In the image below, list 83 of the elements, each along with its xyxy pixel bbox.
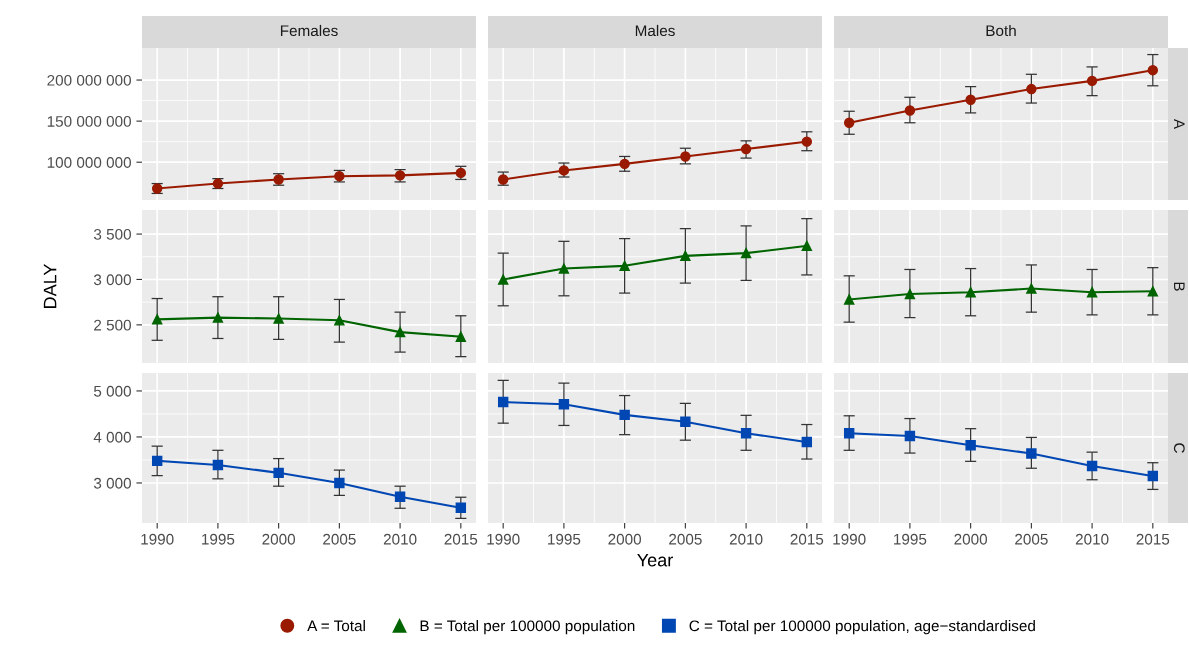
point <box>904 288 916 300</box>
x-tick-label: 2010 <box>729 533 763 545</box>
point <box>680 151 691 162</box>
text: C <box>1173 443 1185 453</box>
point <box>843 117 855 128</box>
point <box>619 409 630 421</box>
x-tick-label: 2015 <box>1136 533 1170 545</box>
point <box>1026 83 1037 95</box>
x-tick-label: 2005 <box>1015 533 1048 545</box>
point <box>558 263 570 274</box>
point <box>212 459 224 471</box>
x-tick-label: 2015 <box>444 533 478 545</box>
point <box>1086 460 1098 472</box>
text: B <box>1174 282 1185 291</box>
point <box>497 396 509 408</box>
chart-title: Females <box>280 24 338 37</box>
point <box>740 428 752 439</box>
x-tick-label: 2005 <box>323 533 356 545</box>
point <box>801 136 813 147</box>
y-tick-label: 100 000 000 <box>47 157 131 168</box>
point <box>1147 286 1159 297</box>
point <box>1026 283 1037 294</box>
legend-label: C = Total per 100000 population, age−standardised <box>689 620 1035 635</box>
point <box>394 326 406 338</box>
point <box>965 440 976 451</box>
x-tick-label: 2010 <box>1075 533 1109 545</box>
x-tick-label: 1995 <box>202 533 235 545</box>
legend-label: A = Total <box>307 620 365 632</box>
y-tick-label: 4 000 <box>93 431 131 443</box>
point <box>497 274 509 285</box>
point <box>1147 64 1159 76</box>
y-tick-label: 2 500 <box>94 319 131 331</box>
x-tick-label: 2000 <box>608 533 642 545</box>
point <box>273 313 284 324</box>
point <box>843 294 855 305</box>
point <box>151 314 163 325</box>
x-tick-label: 2010 <box>383 533 417 545</box>
x-tick-label: 2000 <box>954 533 988 545</box>
point <box>740 143 752 155</box>
y-tick-label: 3 500 <box>93 228 131 240</box>
point <box>455 502 467 514</box>
point <box>801 240 813 252</box>
point <box>394 491 406 502</box>
point <box>1086 75 1098 87</box>
y-axis-title: DALY <box>43 263 57 308</box>
x-tick-label: 2005 <box>669 533 702 545</box>
point <box>680 250 691 262</box>
point <box>965 286 976 298</box>
x-tick-label: 2015 <box>790 533 824 545</box>
point <box>151 455 163 467</box>
y-tick-label: 3 000 <box>93 274 131 286</box>
point <box>843 428 855 439</box>
x-tick-label: 1995 <box>548 533 581 545</box>
y-tick-label: 5 000 <box>93 385 131 397</box>
x-tick-label: 1995 <box>894 533 927 545</box>
x-tick-label: 1990 <box>487 533 520 545</box>
chart-title: Both <box>986 24 1016 37</box>
point <box>273 467 284 479</box>
point <box>455 331 467 342</box>
point <box>334 315 345 326</box>
y-tick-label: 3 000 <box>93 477 131 489</box>
point <box>334 477 345 489</box>
point <box>1086 286 1098 298</box>
y-tick-label: 150 000 000 <box>47 115 131 127</box>
point <box>619 260 630 272</box>
point <box>801 436 813 448</box>
legend-label: B = Total per 100000 population <box>420 620 635 635</box>
point <box>1026 448 1037 459</box>
text: A <box>1174 118 1185 130</box>
chart-title: Males <box>635 24 675 37</box>
point <box>212 312 224 323</box>
x-tick-label: 1990 <box>141 533 174 545</box>
point <box>904 430 916 442</box>
point <box>558 399 570 410</box>
x-tick-label: 2000 <box>262 533 296 545</box>
y-tick-label: 200 000 000 <box>47 74 131 86</box>
point <box>1147 470 1159 482</box>
x-axis-title: Year <box>637 553 673 567</box>
point <box>740 247 752 259</box>
point <box>680 416 691 427</box>
point <box>904 105 916 116</box>
point <box>965 94 976 105</box>
x-tick-label: 1990 <box>833 533 866 545</box>
